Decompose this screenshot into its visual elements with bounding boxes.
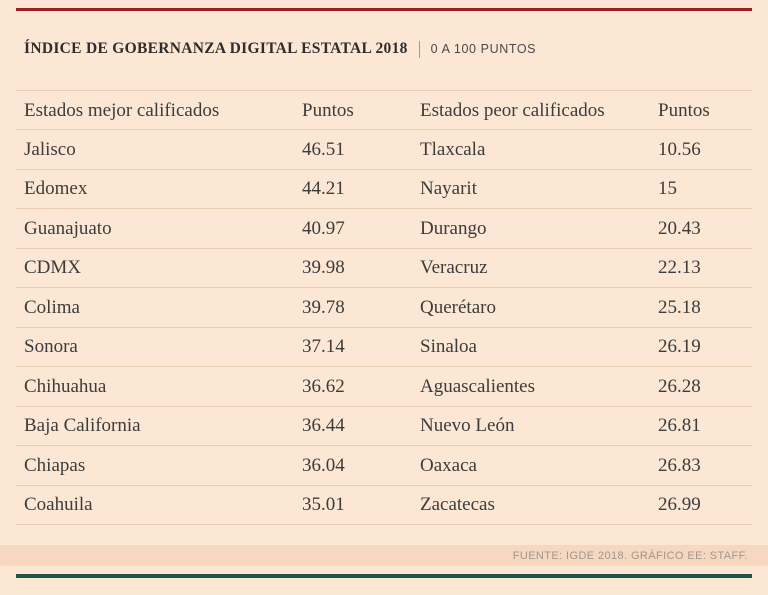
state-cell: Coahuila — [24, 494, 93, 516]
state-cell: Durango — [420, 217, 487, 239]
top-accent-bar — [16, 8, 752, 11]
table-row: Edomex 44.21 Nayarit 15 — [16, 170, 752, 209]
table-row: Baja California 36.44 Nuevo León 26.81 — [16, 407, 752, 446]
title-bar: ÍNDICE DE GOBERNANZA DIGITAL ESTATAL 201… — [24, 40, 752, 58]
state-cell: Aguascalientes — [420, 375, 536, 397]
state-cell: Guanajuato — [24, 217, 112, 239]
points-cell: 26.99 — [658, 494, 701, 516]
table-row: Jalisco 46.51 Tlaxcala 10.56 — [16, 130, 752, 170]
points-cell: 39.98 — [302, 257, 345, 279]
title-divider — [418, 40, 420, 58]
points-cell: 26.19 — [658, 336, 701, 358]
table-row: Guanajuato 40.97 Durango 20.43 — [16, 209, 752, 249]
column-header-best-states: Estados mejor calificados — [24, 99, 220, 121]
points-cell: 44.21 — [302, 178, 345, 200]
points-cell: 10.56 — [658, 138, 701, 160]
table-header-row: Estados mejor calificados Puntos Estados… — [16, 90, 752, 130]
table-row: Chihuahua 36.62 Aguascalientes 26.28 — [16, 367, 752, 407]
points-cell: 35.01 — [302, 494, 345, 516]
data-table: Estados mejor calificados Puntos Estados… — [16, 90, 752, 525]
table-row: CDMX 39.98 Veracruz 22.13 — [16, 249, 752, 288]
chart-title: ÍNDICE DE GOBERNANZA DIGITAL ESTATAL 201… — [24, 40, 408, 57]
points-cell: 40.97 — [302, 217, 345, 239]
state-cell: Jalisco — [24, 138, 76, 160]
state-cell: Zacatecas — [420, 494, 495, 516]
points-cell: 36.04 — [302, 454, 345, 476]
state-cell: Baja California — [24, 415, 141, 437]
source-band: FUENTE: IGDE 2018. GRÁFICO EE: STAFF. — [0, 545, 768, 566]
table-row: Coahuila 35.01 Zacatecas 26.99 — [16, 486, 752, 525]
state-cell: Tlaxcala — [420, 138, 486, 160]
state-cell: Sonora — [24, 336, 78, 358]
points-cell: 26.83 — [658, 454, 701, 476]
state-cell: Chiapas — [24, 454, 86, 476]
column-header-points-left: Puntos — [302, 99, 354, 121]
state-cell: Nuevo León — [420, 415, 515, 437]
points-cell: 37.14 — [302, 336, 345, 358]
column-header-worst-states: Estados peor calificados — [420, 99, 605, 121]
column-header-points-right: Puntos — [658, 99, 710, 121]
points-cell: 20.43 — [658, 217, 701, 239]
state-cell: Edomex — [24, 178, 88, 200]
points-cell: 46.51 — [302, 138, 345, 160]
points-cell: 15 — [658, 178, 677, 200]
points-cell: 39.78 — [302, 296, 345, 318]
table-row: Sonora 37.14 Sinaloa 26.19 — [16, 328, 752, 367]
chart-subtitle: 0 A 100 PUNTOS — [430, 42, 537, 56]
bottom-accent-bar — [16, 574, 752, 578]
points-cell: 36.62 — [302, 375, 345, 397]
points-cell: 25.18 — [658, 296, 701, 318]
points-cell: 26.81 — [658, 415, 701, 437]
state-cell: Veracruz — [420, 257, 488, 279]
points-cell: 22.13 — [658, 257, 701, 279]
state-cell: Querétaro — [420, 296, 496, 318]
table-row: Colima 39.78 Querétaro 25.18 — [16, 288, 752, 328]
state-cell: CDMX — [24, 257, 82, 279]
state-cell: Sinaloa — [420, 336, 477, 358]
points-cell: 36.44 — [302, 415, 345, 437]
state-cell: Chihuahua — [24, 375, 107, 397]
table-row: Chiapas 36.04 Oaxaca 26.83 — [16, 446, 752, 486]
state-cell: Colima — [24, 296, 80, 318]
state-cell: Oaxaca — [420, 454, 477, 476]
source-note: FUENTE: IGDE 2018. GRÁFICO EE: STAFF. — [512, 549, 748, 562]
points-cell: 26.28 — [658, 375, 701, 397]
state-cell: Nayarit — [420, 178, 477, 200]
